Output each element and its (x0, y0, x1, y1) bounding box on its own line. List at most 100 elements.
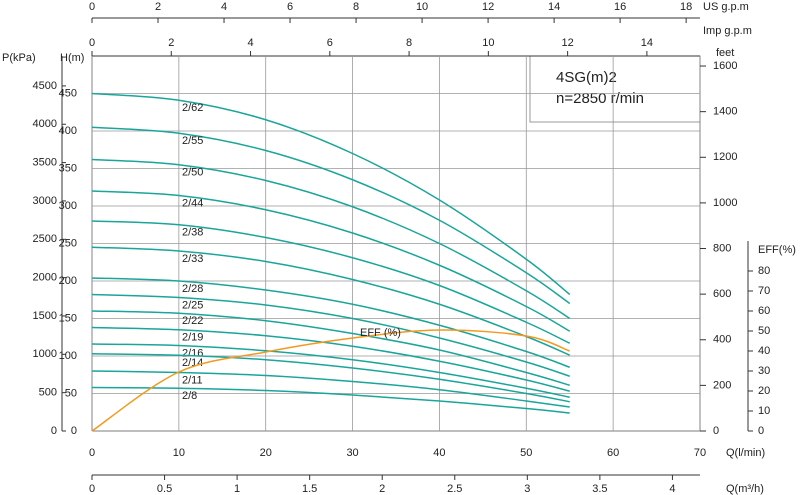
p_axis-tick-label: 500 (39, 387, 57, 399)
eff_axis-tick-label: 20 (758, 385, 770, 397)
p_axis-tick-label: 2000 (33, 272, 57, 284)
x-tick-label: 60 (607, 447, 619, 459)
curve (91, 92, 571, 296)
feet_axis-tick-label: 400 (713, 334, 731, 346)
m3h_axis-tick-label: 1 (234, 483, 240, 495)
feet_axis-tick-label: 1600 (713, 60, 737, 72)
curve-label: 2/38 (182, 227, 203, 239)
curve (91, 353, 570, 403)
feet_axis-tick-label: 800 (713, 242, 731, 254)
us_axis-tick-label: 2 (155, 1, 161, 13)
curve-label: 2/25 (182, 299, 203, 311)
curve (91, 277, 570, 368)
us_axis-tick-label: 8 (353, 1, 359, 13)
eff_axis-tick-label: 70 (758, 285, 770, 297)
y-tick-label: 300 (59, 200, 77, 212)
us_axis-tick-label: 16 (614, 1, 626, 13)
y-tick-label: 250 (59, 237, 77, 249)
x-tick-label: 30 (346, 447, 358, 459)
imp_axis-tick-label: 0 (89, 37, 95, 49)
x-tick-label: 0 (89, 447, 95, 459)
us_axis-tick-label: 14 (548, 1, 560, 13)
curve-label: 2/44 (182, 197, 203, 209)
us_axis-tick-label: 0 (89, 1, 95, 13)
p_axis-tick-label: 4000 (33, 118, 57, 130)
m3h_axis-tick-label: 3.5 (592, 483, 607, 495)
y-tick-label: 400 (59, 125, 77, 137)
curve (91, 343, 570, 398)
feet-axis-title: feet (716, 47, 734, 59)
m3h_axis-tick-label: 0.5 (157, 483, 172, 495)
imp_axis-tick-label: 4 (247, 37, 253, 49)
curve-label: 2/22 (182, 315, 203, 327)
speed-label: n=2850 r/min (556, 90, 644, 107)
y-tick-label: 100 (59, 350, 77, 362)
y-axis-title: H(m) (60, 52, 84, 64)
feet_axis-tick-label: 600 (713, 288, 731, 300)
p-axis-title: P(kPa) (2, 52, 36, 64)
us_axis-tick-label: 12 (482, 1, 494, 13)
curve-label: 2/33 (182, 253, 203, 265)
m3h-axis-title: Q(m³/h) (726, 483, 764, 495)
y-tick-label: 450 (59, 87, 77, 99)
curve-label: 2/14 (182, 357, 203, 369)
curve-label: 2/8 (182, 390, 197, 402)
imp_axis-tick-label: 14 (641, 37, 653, 49)
p_axis-tick-label: 0 (51, 425, 57, 437)
x-tick-label: 70 (694, 447, 706, 459)
m3h_axis-tick-label: 0 (89, 483, 95, 495)
model-label: 4SG(m)2 (556, 69, 617, 86)
curve (91, 329, 570, 432)
curve-label: EFF (%) (360, 327, 401, 339)
curve-label: 2/11 (182, 374, 203, 386)
curve (91, 293, 570, 377)
m3h_axis-tick-label: 1.5 (302, 483, 317, 495)
p_axis-tick-label: 4500 (33, 80, 57, 92)
x-tick-label: 50 (520, 447, 532, 459)
curve-label: 2/50 (182, 167, 203, 179)
imp_axis-tick-label: 10 (482, 37, 494, 49)
imp_axis-tick-label: 2 (168, 37, 174, 49)
us_axis-tick-label: 6 (287, 1, 293, 13)
m3h_axis-tick-label: 4 (669, 483, 675, 495)
feet_axis-tick-label: 0 (713, 425, 719, 437)
y-tick-label: 200 (59, 275, 77, 287)
curve-label: 2/28 (182, 283, 203, 295)
curve (91, 220, 571, 344)
imp_axis-tick-label: 8 (406, 37, 412, 49)
curve-label: 2/55 (182, 135, 203, 147)
curve (91, 126, 571, 305)
p_axis-tick-label: 1500 (33, 310, 57, 322)
eff_axis-tick-label: 50 (758, 325, 770, 337)
curve (91, 158, 571, 320)
info-box (529, 55, 701, 123)
x-tick-label: 40 (433, 447, 445, 459)
us_axis-tick-label: 4 (221, 1, 227, 13)
eff_axis-tick-label: 60 (758, 305, 770, 317)
feet_axis-tick-label: 1200 (713, 151, 737, 163)
curve (91, 310, 570, 386)
curve (91, 246, 571, 356)
p_axis-tick-label: 2500 (33, 233, 57, 245)
curve-label: 2/62 (182, 102, 203, 114)
us-axis-title: US g.p.m (703, 1, 749, 13)
x-tick-label: 10 (173, 447, 185, 459)
eff_axis-tick-label: 0 (758, 425, 764, 437)
eff_axis-tick-label: 40 (758, 345, 770, 357)
feet_axis-tick-label: 200 (713, 379, 731, 391)
m3h_axis-tick-label: 2 (379, 483, 385, 495)
curve-label: 2/19 (182, 332, 203, 344)
imp_axis-tick-label: 6 (327, 37, 333, 49)
imp-axis-title: Imp g.p.m (703, 25, 752, 37)
eff-axis-title: EFF(%) (758, 244, 796, 256)
curve (91, 386, 570, 414)
y-tick-label: 50 (65, 387, 77, 399)
eff_axis-tick-label: 30 (758, 365, 770, 377)
feet_axis-tick-label: 1400 (713, 106, 737, 118)
feet_axis-tick-label: 1000 (713, 197, 737, 209)
us_axis-tick-label: 10 (416, 1, 428, 13)
curve (91, 326, 570, 392)
eff_axis-tick-label: 80 (758, 265, 770, 277)
p_axis-tick-label: 3500 (33, 157, 57, 169)
